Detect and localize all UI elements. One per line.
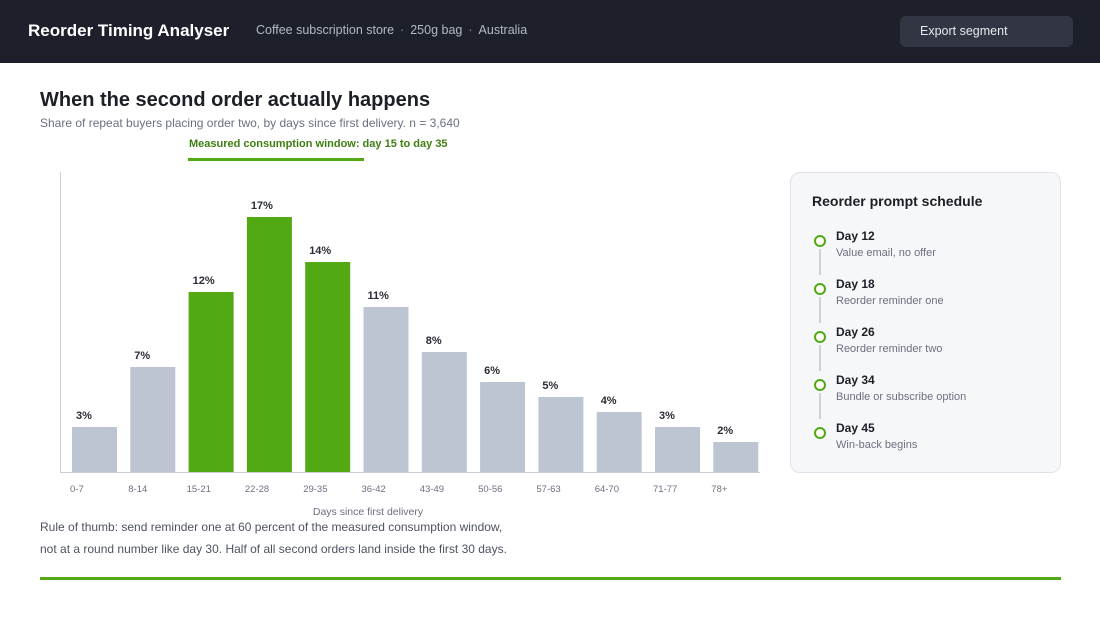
step-day: Day 45	[836, 421, 875, 435]
x-tick-label: 50-56	[478, 484, 502, 495]
timeline-connector	[819, 249, 821, 275]
bar-value-label: 11%	[368, 290, 390, 302]
x-axis-title: Days since first delivery	[313, 506, 424, 518]
breadcrumb-separator: ·	[468, 23, 473, 37]
step-description: Reorder reminder two	[836, 343, 943, 355]
x-tick-label: 71-77	[653, 484, 677, 495]
page-subtitle: Share of repeat buyers placing order two…	[40, 116, 460, 130]
bar-0-7[interactable]	[72, 427, 117, 472]
x-tick-label: 36-42	[362, 484, 386, 495]
x-tick-label: 15-21	[187, 484, 211, 495]
schedule-title: Reorder prompt schedule	[812, 193, 983, 209]
timeline-dot-icon	[814, 427, 826, 439]
bar-value-label: 5%	[542, 380, 558, 392]
timeline-dot-icon	[814, 379, 826, 391]
consumption-window-label: Measured consumption window: day 15 to d…	[189, 138, 448, 150]
bar-71-77[interactable]	[655, 427, 700, 472]
bar-78+[interactable]	[713, 442, 759, 472]
step-day: Day 12	[836, 229, 875, 243]
bar-22-28[interactable]	[246, 217, 292, 472]
consumption-window-marker	[188, 158, 364, 161]
rule-of-thumb-line1: Rule of thumb: send reminder one at 60 p…	[40, 520, 503, 534]
bar-value-label: 3%	[76, 410, 92, 422]
x-tick-label: 8-14	[128, 484, 147, 495]
step-description: Win-back begins	[836, 439, 918, 451]
schedule-step[interactable]: Day 34 Bundle or subscribe option	[791, 373, 1060, 419]
breadcrumb-product[interactable]: 250g bag	[410, 23, 463, 37]
schedule-step[interactable]: Day 26 Reorder reminder two	[791, 325, 1060, 371]
x-tick-label: 43-49	[420, 484, 444, 495]
schedule-step[interactable]: Day 45 Win-back begins	[791, 421, 1060, 461]
reorder-schedule-panel: Reorder prompt schedule Day 12 Value ema…	[790, 172, 1061, 473]
breadcrumb-region[interactable]: Australia	[478, 23, 528, 37]
bar-value-label: 3%	[659, 410, 675, 422]
bar-value-label: 12%	[193, 275, 215, 287]
bar-36-42[interactable]	[363, 307, 409, 472]
timeline-connector	[819, 345, 821, 371]
bar-29-35[interactable]	[305, 262, 351, 472]
x-tick-label: 0-7	[70, 484, 84, 495]
timeline-connector	[819, 297, 821, 323]
x-tick-label: 22-28	[245, 484, 269, 495]
step-day: Day 34	[836, 373, 875, 387]
step-description: Reorder reminder one	[836, 295, 944, 307]
bar-value-label: 6%	[484, 365, 500, 377]
bottom-divider	[40, 577, 1061, 580]
x-tick-label: 57-63	[536, 484, 560, 495]
bar-value-label: 7%	[134, 350, 150, 362]
breadcrumb-separator: ·	[400, 23, 405, 37]
x-tick-label: 29-35	[303, 484, 327, 495]
timeline-connector	[819, 393, 821, 419]
app-title: Reorder Timing Analyser	[28, 21, 230, 40]
bar-15-21[interactable]	[188, 292, 234, 472]
timeline-dot-icon	[814, 235, 826, 247]
bar-value-label: 2%	[717, 425, 733, 437]
step-day: Day 18	[836, 277, 875, 291]
step-description: Bundle or subscribe option	[836, 391, 967, 403]
bar-43-49[interactable]	[421, 352, 467, 472]
timeline-dot-icon	[814, 331, 826, 343]
bar-value-label: 8%	[426, 335, 442, 347]
export-segment-button[interactable]: Export segment	[900, 16, 1073, 47]
x-tick-label: 64-70	[595, 484, 619, 495]
timeline-dot-icon	[814, 283, 826, 295]
bar-64-70[interactable]	[596, 412, 642, 472]
bar-50-56[interactable]	[480, 382, 526, 472]
page-title: When the second order actually happens	[40, 89, 431, 111]
x-tick-label: 78+	[711, 484, 728, 495]
top-bar: Reorder Timing Analyser Coffee subscript…	[0, 0, 1100, 63]
step-day: Day 26	[836, 325, 875, 339]
bar-8-14[interactable]	[130, 367, 176, 472]
bar-value-label: 14%	[309, 245, 331, 257]
schedule-step[interactable]: Day 12 Value email, no offer	[791, 229, 1060, 275]
bar-57-63[interactable]	[538, 397, 584, 472]
bar-value-label: 4%	[601, 395, 617, 407]
schedule-step[interactable]: Day 18 Reorder reminder one	[791, 277, 1060, 323]
breadcrumb: Coffee subscription store · 250g bag · Austr…	[256, 23, 527, 37]
step-description: Value email, no offer	[836, 247, 936, 259]
breadcrumb-store[interactable]: Coffee subscription store	[256, 23, 395, 37]
bar-value-label: 17%	[251, 200, 273, 212]
rule-of-thumb-line2: not at a round number like day 30. Half …	[40, 542, 507, 556]
